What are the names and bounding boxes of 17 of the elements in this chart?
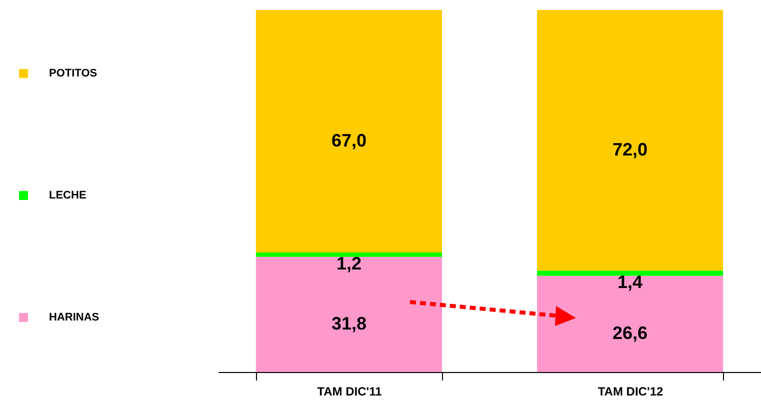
data-label: 67,0 [331, 130, 366, 150]
bar [256, 252, 442, 257]
data-label: 31,8 [331, 313, 366, 334]
legend-label: HARINAS [49, 312, 100, 324]
bar [256, 10, 442, 253]
bar [537, 270, 724, 276]
bar [537, 276, 724, 372]
data-label: 1,2 [336, 254, 362, 274]
legend-label: LECHE [49, 190, 86, 202]
bar [537, 10, 724, 271]
x-tick-label: TAM DIC'11 [317, 384, 382, 398]
data-label: 72,0 [612, 139, 648, 160]
x-tick-label: TAM DIC'12 [598, 384, 664, 398]
legend-label: POTITOS [49, 68, 98, 80]
data-label: 26,6 [612, 322, 648, 343]
data-label: 1,4 [618, 272, 643, 292]
bar [256, 256, 442, 372]
